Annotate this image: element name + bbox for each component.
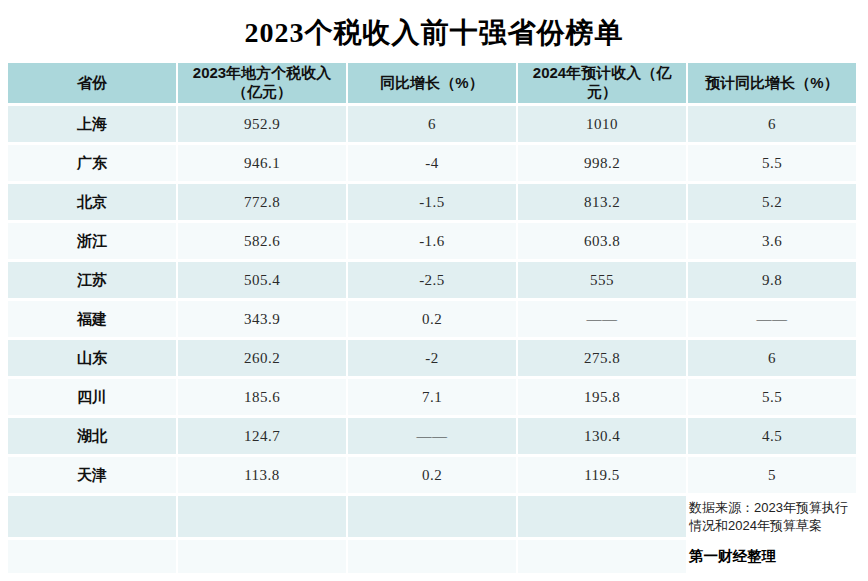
forecast-2024-cell: 130.4	[518, 418, 686, 454]
empty-cell	[8, 540, 176, 573]
yoy-growth-cell: -2	[348, 340, 516, 376]
table-row-jiangsu: 江苏 505.4 -2.5 555 9.8	[8, 262, 856, 298]
yoy-growth-cell: 6	[348, 106, 516, 142]
forecast-growth-cell: ——	[688, 301, 856, 337]
province-cell: 上海	[8, 106, 176, 142]
income-2023-cell: 772.8	[178, 184, 346, 220]
forecast-2024-cell: 998.2	[518, 145, 686, 181]
forecast-growth-cell: 5.2	[688, 184, 856, 220]
empty-cell	[178, 540, 346, 573]
income-2023-cell: 505.4	[178, 262, 346, 298]
table-row-shandong: 山东 260.2 -2 275.8 6	[8, 340, 856, 376]
income-2023-cell: 124.7	[178, 418, 346, 454]
footer-credit-row: 第一财经整理	[8, 540, 856, 573]
yoy-growth-cell: 0.2	[348, 301, 516, 337]
forecast-growth-cell: 5.5	[688, 379, 856, 415]
infographic-page: 2023个税收入前十强省份榜单 省份 2023年地方个税收入（亿元） 同比增长（…	[0, 0, 868, 581]
forecast-2024-cell: ——	[518, 301, 686, 337]
table-row-hubei: 湖北 124.7 —— 130.4 4.5	[8, 418, 856, 454]
province-cell: 广东	[8, 145, 176, 181]
income-2023-cell: 113.8	[178, 457, 346, 493]
table-row-zhejiang: 浙江 582.6 -1.6 603.8 3.6	[8, 223, 856, 259]
footer-source-row: 数据来源：2023年预算执行情况和2024年预算草案	[8, 496, 856, 537]
yoy-growth-cell: 7.1	[348, 379, 516, 415]
province-cell: 山东	[8, 340, 176, 376]
income-2023-cell: 952.9	[178, 106, 346, 142]
province-cell: 四川	[8, 379, 176, 415]
credit-note-cell: 第一财经整理	[688, 540, 856, 573]
province-cell: 江苏	[8, 262, 176, 298]
empty-cell	[518, 496, 686, 537]
forecast-growth-cell: 6	[688, 340, 856, 376]
income-2023-cell: 260.2	[178, 340, 346, 376]
forecast-2024-cell: 555	[518, 262, 686, 298]
income-2023-cell: 185.6	[178, 379, 346, 415]
province-cell: 福建	[8, 301, 176, 337]
table-row-tianjin: 天津 113.8 0.2 119.5 5	[8, 457, 856, 493]
forecast-2024-cell: 603.8	[518, 223, 686, 259]
empty-cell	[348, 540, 516, 573]
province-cell: 浙江	[8, 223, 176, 259]
tax-ranking-table: 省份 2023年地方个税收入（亿元） 同比增长（%） 2024年预计收入（亿元）…	[6, 60, 858, 576]
forecast-2024-cell: 813.2	[518, 184, 686, 220]
credit-note: 第一财经整理	[689, 547, 855, 566]
empty-cell	[178, 496, 346, 537]
forecast-growth-cell: 3.6	[688, 223, 856, 259]
page-title: 2023个税收入前十强省份榜单	[0, 10, 868, 60]
forecast-growth-cell: 5	[688, 457, 856, 493]
province-cell: 湖北	[8, 418, 176, 454]
yoy-growth-cell: 0.2	[348, 457, 516, 493]
forecast-2024-cell: 119.5	[518, 457, 686, 493]
forecast-growth-cell: 9.8	[688, 262, 856, 298]
column-header-yoy-growth: 同比增长（%）	[348, 63, 516, 103]
province-cell: 天津	[8, 457, 176, 493]
empty-cell	[348, 496, 516, 537]
column-header-province: 省份	[8, 63, 176, 103]
forecast-growth-cell: 6	[688, 106, 856, 142]
table-row-guangdong: 广东 946.1 -4 998.2 5.5	[8, 145, 856, 181]
income-2023-cell: 343.9	[178, 301, 346, 337]
source-note-cell: 数据来源：2023年预算执行情况和2024年预算草案	[688, 496, 856, 537]
income-2023-cell: 946.1	[178, 145, 346, 181]
header-row: 省份 2023年地方个税收入（亿元） 同比增长（%） 2024年预计收入（亿元）…	[8, 63, 856, 103]
province-cell: 北京	[8, 184, 176, 220]
empty-cell	[518, 540, 686, 573]
table-row-beijing: 北京 772.8 -1.5 813.2 5.2	[8, 184, 856, 220]
forecast-2024-cell: 275.8	[518, 340, 686, 376]
forecast-2024-cell: 1010	[518, 106, 686, 142]
yoy-growth-cell: -1.6	[348, 223, 516, 259]
forecast-growth-cell: 5.5	[688, 145, 856, 181]
table-row-fujian: 福建 343.9 0.2 —— ——	[8, 301, 856, 337]
forecast-growth-cell: 4.5	[688, 418, 856, 454]
column-header-forecast-growth: 预计同比增长（%）	[688, 63, 856, 103]
empty-cell	[8, 496, 176, 537]
table-row-sichuan: 四川 185.6 7.1 195.8 5.5	[8, 379, 856, 415]
yoy-growth-cell: ——	[348, 418, 516, 454]
column-header-2023-income: 2023年地方个税收入（亿元）	[178, 63, 346, 103]
column-header-2024-forecast: 2024年预计收入（亿元）	[518, 63, 686, 103]
yoy-growth-cell: -4	[348, 145, 516, 181]
yoy-growth-cell: -1.5	[348, 184, 516, 220]
data-source-note: 数据来源：2023年预算执行情况和2024年预算草案	[689, 499, 855, 534]
table-row-shanghai: 上海 952.9 6 1010 6	[8, 106, 856, 142]
forecast-2024-cell: 195.8	[518, 379, 686, 415]
income-2023-cell: 582.6	[178, 223, 346, 259]
yoy-growth-cell: -2.5	[348, 262, 516, 298]
